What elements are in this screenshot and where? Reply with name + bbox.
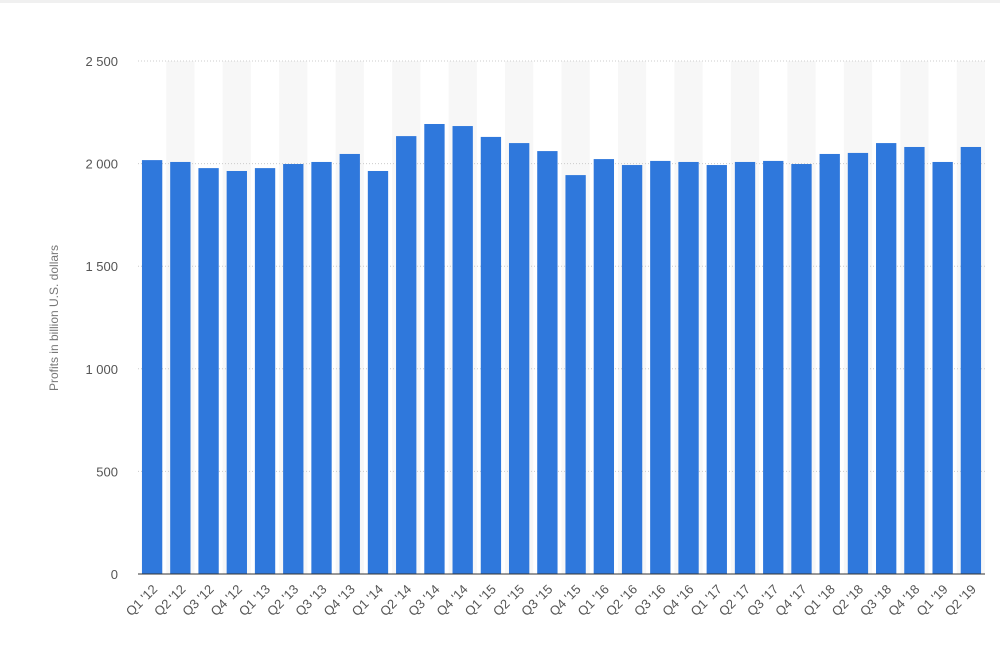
bar [170, 161, 191, 574]
x-tick-label: Q2 '13 [264, 582, 301, 619]
x-tick-label: Q3 '12 [179, 582, 216, 619]
x-tick-label: Q3 '18 [857, 582, 894, 619]
x-tick-label: Q2 '17 [716, 582, 753, 619]
bar [283, 164, 304, 574]
bar [537, 151, 558, 574]
x-tick-label: Q4 '15 [546, 582, 583, 619]
x-tick-label: Q3 '16 [631, 582, 668, 619]
x-tick-label: Q2 '19 [942, 582, 979, 619]
bar [819, 153, 840, 574]
bar [508, 143, 530, 574]
x-tick-label: Q3 '13 [292, 582, 329, 619]
bar [424, 123, 445, 574]
y-tick-label: 1 500 [85, 259, 118, 274]
y-axis-title: Profits in billion U.S. dollars [47, 245, 61, 391]
x-tick-label: Q3 '15 [518, 582, 555, 619]
y-tick-label: 0 [111, 567, 118, 582]
bar [254, 168, 276, 575]
y-tick-label: 500 [96, 464, 118, 479]
bar [791, 164, 812, 574]
bar [141, 160, 163, 574]
bar [593, 159, 615, 574]
bar [960, 146, 982, 574]
x-tick-label: Q4 '14 [433, 582, 470, 619]
bar [367, 170, 389, 575]
x-tick-label: Q2 '12 [151, 582, 188, 619]
bar [452, 126, 473, 574]
x-tick-label: Q1 '16 [575, 582, 612, 619]
x-tick-label: Q2 '18 [829, 582, 866, 619]
x-tick-label: Q4 '18 [885, 582, 922, 619]
bar [932, 161, 953, 574]
x-tick-label: Q2 '14 [377, 582, 414, 619]
x-tick-label: Q1 '12 [123, 582, 160, 619]
bar [876, 143, 897, 574]
bar [763, 160, 784, 574]
x-tick-label: Q4 '13 [320, 582, 357, 619]
y-tick-label: 2 000 [85, 157, 118, 172]
x-tick-label: Q1 '15 [462, 582, 499, 619]
x-tick-label: Q1 '19 [913, 582, 950, 619]
bar [198, 168, 219, 575]
bar [396, 136, 417, 574]
x-tick-label: Q1 '14 [349, 582, 386, 619]
y-tick-label: 1 000 [85, 362, 118, 377]
x-tick-label: Q1 '18 [800, 582, 837, 619]
x-tick-label: Q2 '16 [603, 582, 640, 619]
bar [311, 161, 332, 574]
x-tick-label: Q3 '17 [744, 582, 781, 619]
bar [339, 153, 360, 574]
x-tick-label: Q4 '16 [659, 582, 696, 619]
y-tick-label: 2 500 [85, 54, 118, 69]
x-tick-label: Q1 '13 [236, 582, 273, 619]
x-tick-label: Q3 '14 [405, 582, 442, 619]
bar [650, 160, 671, 574]
bar [847, 152, 869, 574]
bar [678, 161, 699, 574]
x-tick-label: Q4 '17 [772, 582, 809, 619]
bar [904, 146, 925, 574]
bar [226, 170, 247, 575]
bar [734, 161, 756, 574]
bar [480, 136, 502, 574]
bar [706, 165, 727, 574]
x-tick-label: Q2 '15 [490, 582, 527, 619]
top-border [0, 0, 1000, 3]
bar [565, 175, 586, 575]
bar [621, 165, 643, 574]
x-tick-label: Q4 '12 [208, 582, 245, 619]
x-tick-label: Q1 '17 [687, 582, 724, 619]
